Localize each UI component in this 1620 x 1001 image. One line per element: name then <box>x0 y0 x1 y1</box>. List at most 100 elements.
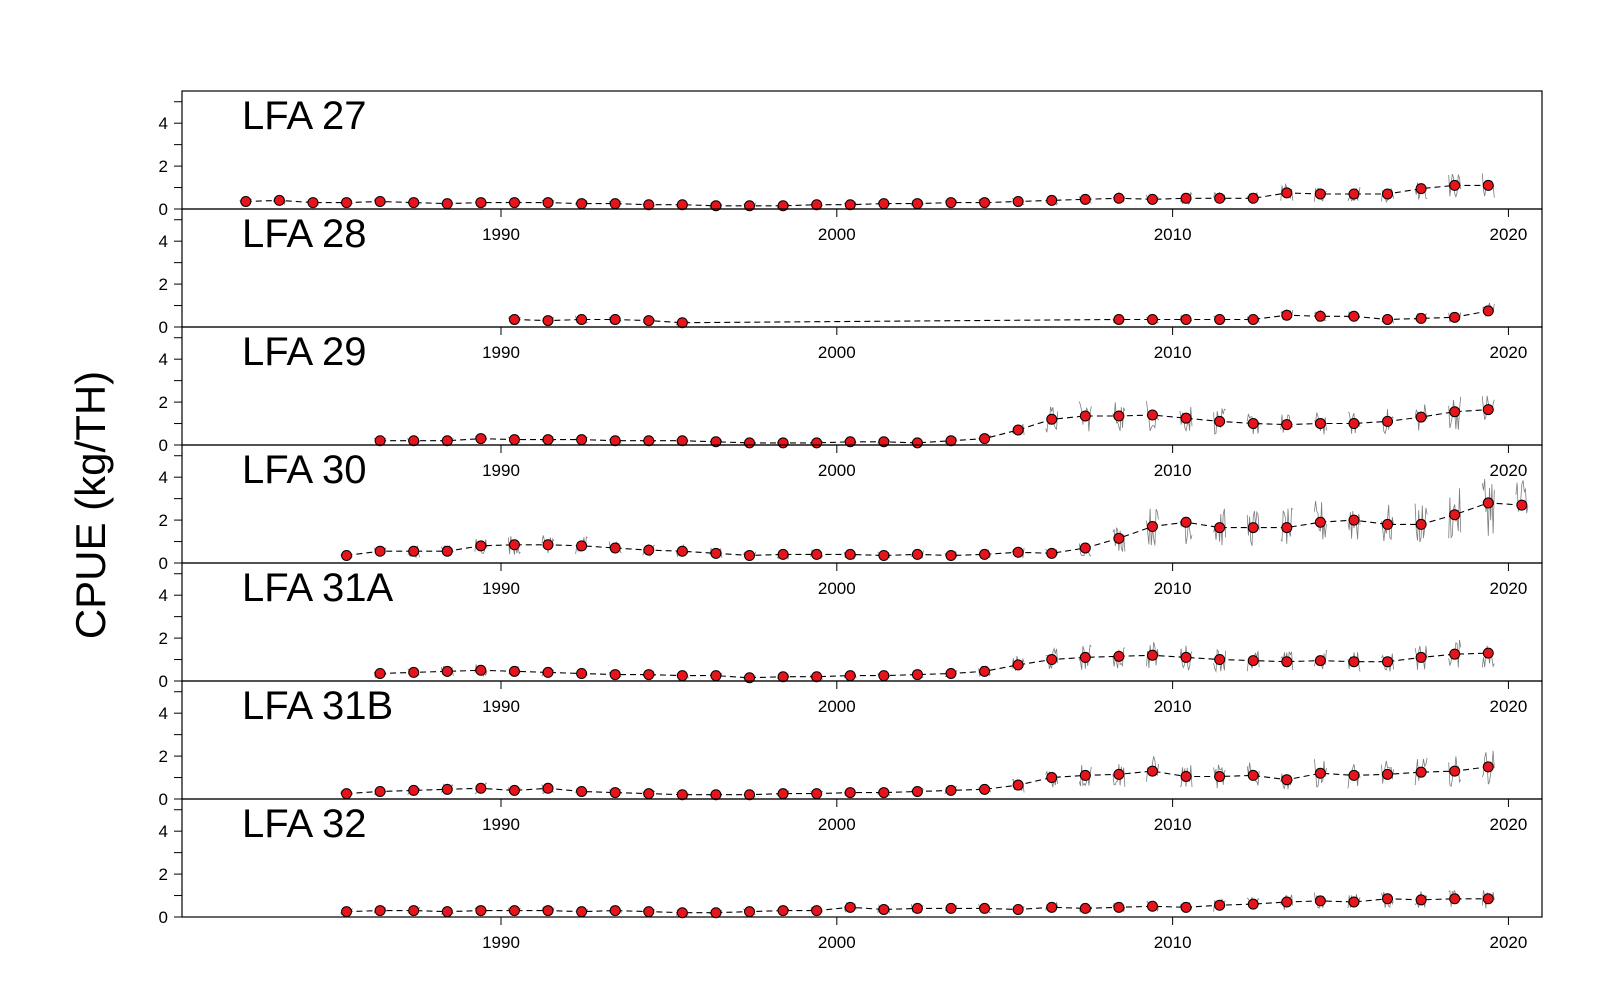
y-axis-label: CPUE (kg/TH) <box>67 371 114 639</box>
y-tick-label: 0 <box>159 318 168 337</box>
data-point <box>1482 179 1494 191</box>
data-point <box>710 670 722 682</box>
series-line <box>346 502 1522 557</box>
data-point <box>1415 766 1427 778</box>
data-point <box>576 906 588 918</box>
data-point <box>878 436 890 448</box>
data-point <box>542 197 554 209</box>
x-tick-label: 2010 <box>1154 697 1192 716</box>
data-point <box>643 544 655 556</box>
data-point <box>1046 547 1058 559</box>
x-tick-label: 2010 <box>1154 225 1192 244</box>
data-point <box>1415 651 1427 663</box>
data-point <box>1415 894 1427 906</box>
data-point <box>1415 183 1427 195</box>
data-point <box>576 434 588 446</box>
data-point <box>408 435 420 447</box>
daily-trace <box>1213 508 1226 546</box>
data-point <box>1012 903 1024 915</box>
x-tick-label: 1990 <box>482 461 520 480</box>
data-point <box>542 434 554 446</box>
data-point <box>911 548 923 560</box>
y-tick-label: 0 <box>159 672 168 691</box>
x-tick-label: 2020 <box>1490 697 1528 716</box>
data-point <box>307 197 319 209</box>
data-point <box>508 197 520 209</box>
data-point <box>441 906 453 918</box>
data-point <box>710 200 722 212</box>
data-point <box>475 433 487 445</box>
y-tick-label: 2 <box>159 275 168 294</box>
panel-lfa-30: 0 2 4 1990 2000 2010 2020 LFA 30 <box>159 444 1543 598</box>
data-point <box>1449 311 1461 323</box>
data-point <box>979 665 991 677</box>
data-point <box>1348 418 1360 430</box>
data-point <box>1382 518 1394 530</box>
data-point <box>1449 406 1461 418</box>
data-point <box>1415 518 1427 530</box>
y-tick-label: 4 <box>159 586 168 605</box>
x-tick-label: 2020 <box>1490 343 1528 362</box>
data-point <box>710 907 722 919</box>
x-tick-label: 1990 <box>482 225 520 244</box>
data-point <box>1180 192 1192 204</box>
data-point <box>945 784 957 796</box>
y-tick-label: 0 <box>159 790 168 809</box>
data-point <box>643 788 655 800</box>
y-tick-label: 4 <box>159 822 168 841</box>
data-point <box>508 784 520 796</box>
daily-trace <box>1213 764 1226 789</box>
data-point <box>1146 313 1158 325</box>
data-point <box>508 313 520 325</box>
y-tick-label: 4 <box>159 350 168 369</box>
data-point <box>911 902 923 914</box>
data-point <box>945 549 957 561</box>
data-point <box>341 197 353 209</box>
data-point <box>1214 770 1226 782</box>
x-tick-label: 2010 <box>1154 579 1192 598</box>
data-point <box>945 667 957 679</box>
data-point <box>1180 770 1192 782</box>
data-point <box>1449 893 1461 905</box>
data-point <box>1415 312 1427 324</box>
data-point <box>844 670 856 682</box>
data-point <box>676 317 688 329</box>
data-point <box>1482 305 1494 317</box>
x-tick-label: 2010 <box>1154 343 1192 362</box>
daily-trace <box>1045 406 1059 433</box>
panel-frame <box>181 90 1543 210</box>
x-tick-label: 2020 <box>1490 461 1528 480</box>
data-point <box>1113 313 1125 325</box>
data-point <box>1113 532 1125 544</box>
data-point <box>341 906 353 918</box>
data-point <box>844 436 856 448</box>
daily-trace <box>1347 187 1361 202</box>
data-point <box>408 905 420 917</box>
data-point <box>1482 404 1494 416</box>
daily-trace <box>1045 647 1059 670</box>
x-tick-label: 1990 <box>482 697 520 716</box>
data-point <box>1281 774 1293 786</box>
x-tick-label: 2010 <box>1154 815 1192 834</box>
data-point <box>1348 656 1360 668</box>
data-point <box>609 787 621 799</box>
data-point <box>408 545 420 557</box>
panel-lfa-32: 0 2 4 1990 2000 2010 2020 LFA 32 <box>159 798 1543 952</box>
data-point <box>911 437 923 449</box>
data-point <box>1281 896 1293 908</box>
data-point <box>542 539 554 551</box>
panel-lfa-31b: 0 2 4 1990 2000 2010 2020 LFA 31B <box>159 680 1543 834</box>
data-point <box>374 545 386 557</box>
x-tick-label: 2000 <box>818 343 856 362</box>
panel-label: LFA 27 <box>242 94 367 138</box>
data-point <box>374 905 386 917</box>
data-point <box>744 200 756 212</box>
data-point <box>508 539 520 551</box>
data-point <box>979 548 991 560</box>
data-point <box>1113 901 1125 913</box>
data-point <box>844 199 856 211</box>
data-point <box>1046 413 1058 425</box>
data-point <box>676 789 688 801</box>
y-tick-label: 2 <box>159 629 168 648</box>
